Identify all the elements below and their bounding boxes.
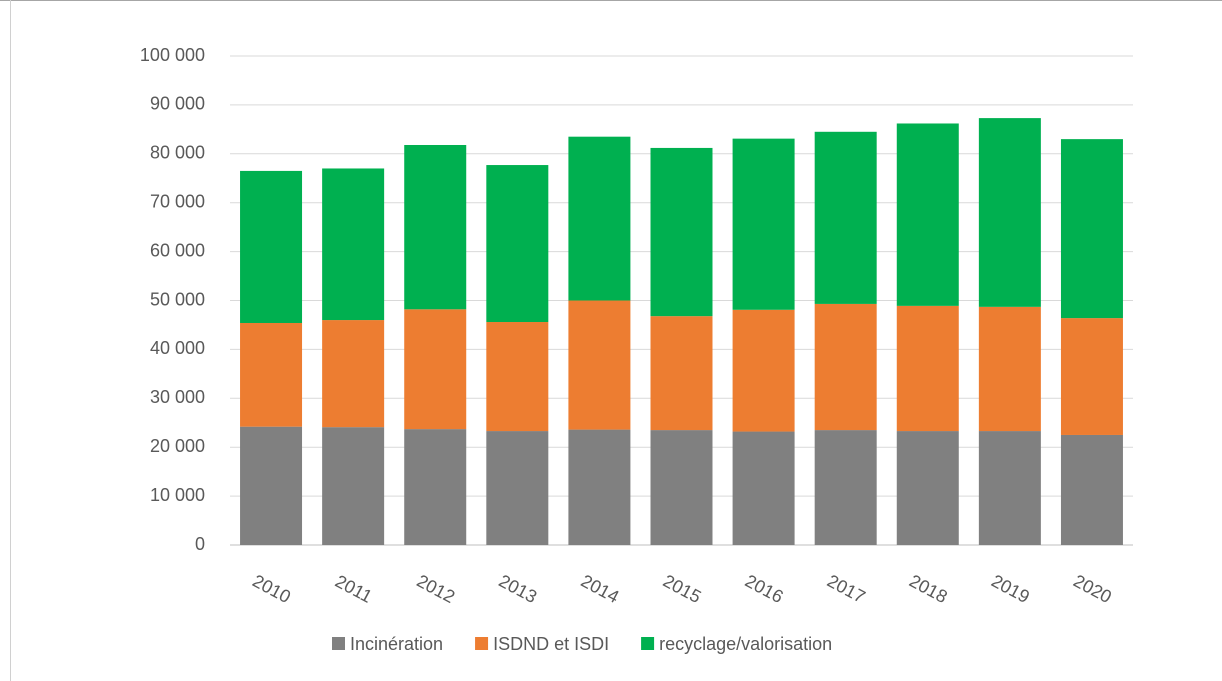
- bar-segment: [404, 429, 467, 545]
- bar-segment: [650, 147, 713, 317]
- x-tick-label: 2015: [660, 571, 705, 607]
- legend-label: Incinération: [350, 634, 443, 654]
- y-tick-label: 50 000: [150, 289, 205, 309]
- bar-segment: [404, 309, 467, 430]
- x-tick-label: 2017: [824, 571, 869, 607]
- x-tick-label: 2019: [988, 571, 1033, 607]
- bar-segment: [568, 300, 631, 430]
- x-tick-label: 2016: [742, 571, 787, 607]
- y-tick-label: 0: [195, 534, 205, 554]
- bar-segment: [240, 426, 303, 545]
- bar-segment: [732, 309, 795, 432]
- y-tick-label: 90 000: [150, 94, 205, 114]
- y-tick-label: 100 000: [140, 45, 205, 65]
- x-tick-label: 2020: [1070, 571, 1115, 607]
- bar-segment: [322, 427, 385, 545]
- legend-label: recyclage/valorisation: [659, 634, 832, 654]
- bar-segment: [732, 431, 795, 545]
- bar-segment: [978, 431, 1041, 545]
- y-tick-label: 40 000: [150, 338, 205, 358]
- legend-swatch: [475, 637, 489, 650]
- bar-segment: [650, 316, 713, 431]
- bar-segment: [568, 136, 631, 301]
- x-tick-label: 2012: [413, 571, 458, 607]
- bar-segment: [486, 165, 549, 323]
- y-tick-label: 30 000: [150, 387, 205, 407]
- bar-segment: [1060, 318, 1123, 435]
- x-tick-label: 2010: [249, 571, 294, 607]
- bar-segment: [814, 430, 877, 545]
- bar-segment: [650, 430, 713, 545]
- bar-segment: [732, 138, 795, 310]
- bar-segment: [978, 306, 1041, 432]
- bar-segment: [486, 322, 549, 432]
- y-tick-label: 10 000: [150, 485, 205, 505]
- bar-segment: [814, 131, 877, 304]
- bar-segment: [568, 429, 631, 545]
- x-tick-label: 2013: [496, 571, 541, 607]
- y-tick-label: 70 000: [150, 191, 205, 211]
- y-tick-label: 60 000: [150, 240, 205, 260]
- bar-segment: [322, 320, 385, 428]
- bar-segment: [896, 123, 959, 306]
- x-tick-label: 2018: [906, 571, 951, 607]
- bar-segment: [814, 303, 877, 431]
- bar-segment: [322, 168, 385, 321]
- legend-label: ISDND et ISDI: [493, 634, 609, 654]
- x-tick-label: 2014: [578, 571, 623, 607]
- bar-segment: [486, 431, 549, 545]
- bar-segment: [404, 144, 467, 310]
- bar-segment: [978, 118, 1041, 307]
- bar-segment: [896, 305, 959, 432]
- y-tick-label: 80 000: [150, 143, 205, 163]
- legend-swatch: [641, 637, 655, 650]
- bar-segment: [1060, 139, 1123, 319]
- bar-segment: [240, 170, 303, 323]
- y-tick-label: 20 000: [150, 436, 205, 456]
- x-tick-label: 2011: [332, 571, 376, 607]
- legend-swatch: [332, 637, 345, 650]
- bar-segment: [240, 322, 303, 427]
- bar-segment: [896, 431, 959, 545]
- bar-segment: [1060, 434, 1123, 545]
